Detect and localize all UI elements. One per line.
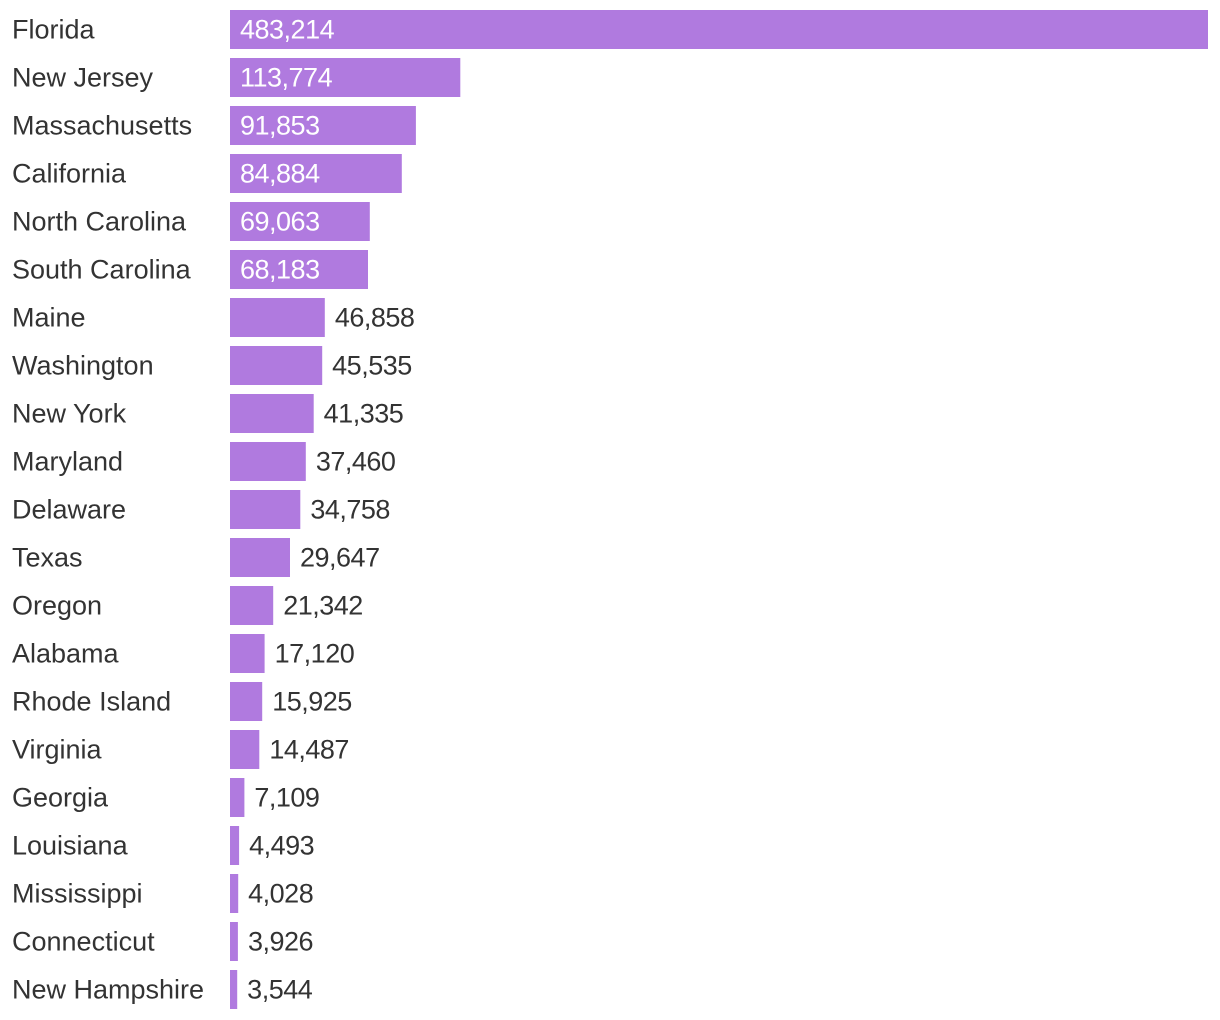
bar-row: Connecticut 3,926 [12, 922, 314, 961]
bar [230, 826, 240, 865]
bar [230, 490, 301, 529]
bar-row: Louisiana 4,493 [12, 826, 315, 865]
value-label: 34,758 [310, 495, 390, 525]
bar [230, 202, 370, 241]
category-label: New Jersey [12, 63, 154, 93]
value-label: 17,120 [275, 639, 355, 669]
value-label: 3,544 [247, 975, 313, 1005]
category-label: Mississippi [12, 879, 143, 909]
bar-row: Delaware 34,758 [12, 490, 390, 529]
value-label: 29,647 [300, 543, 380, 573]
bar [230, 778, 245, 817]
category-label: Washington [12, 351, 154, 381]
value-label: 4,493 [249, 831, 314, 861]
category-label: Connecticut [12, 927, 155, 957]
bar [230, 874, 239, 913]
value-label: 7,109 [254, 783, 319, 813]
value-label: 37,460 [316, 447, 396, 477]
category-label: Delaware [12, 495, 126, 525]
bar-row: Virginia 14,487 [12, 730, 349, 769]
value-label: 483,214 [240, 15, 335, 45]
bar [230, 106, 416, 145]
bar-row: Florida 483,214 [12, 10, 1208, 49]
bar-row: Georgia 7,109 [12, 778, 320, 817]
bar [230, 922, 238, 961]
bar [230, 970, 238, 1009]
bar [230, 10, 1208, 49]
value-label: 91,853 [240, 111, 320, 141]
value-label: 68,183 [240, 255, 320, 285]
value-label: 4,028 [248, 879, 313, 909]
category-label: South Carolina [12, 255, 192, 285]
bar-row: Maine 46,858 [12, 298, 415, 337]
category-label: Louisiana [12, 831, 129, 861]
category-label: New Hampshire [12, 975, 204, 1005]
category-label: Maine [12, 303, 86, 333]
value-label: 14,487 [269, 735, 349, 765]
category-label: Georgia [12, 783, 109, 813]
bar-row: Massachusetts 91,853 [12, 106, 416, 145]
category-label: North Carolina [12, 207, 187, 237]
category-label: Rhode Island [12, 687, 171, 717]
bar-row: Maryland 37,460 [12, 442, 396, 481]
category-label: California [12, 159, 127, 189]
bar [230, 298, 325, 337]
bar-row: Oregon 21,342 [12, 586, 363, 625]
category-label: Maryland [12, 447, 123, 477]
bar [230, 154, 402, 193]
value-label: 15,925 [272, 687, 352, 717]
category-label: Massachusetts [12, 111, 192, 141]
bar [230, 682, 263, 721]
bar-row: New York 41,335 [12, 394, 404, 433]
value-label: 46,858 [335, 303, 415, 333]
bar [230, 346, 323, 385]
bar-row: Texas 29,647 [12, 538, 380, 577]
bars-group: Florida 483,214 New Jersey 113,774 Massachus… [12, 10, 1208, 1009]
value-label: 3,926 [248, 927, 313, 957]
bar [230, 442, 306, 481]
bar-row: North Carolina 69,063 [12, 202, 370, 241]
category-label: Virginia [12, 735, 103, 765]
value-label: 113,774 [240, 63, 333, 93]
category-label: Oregon [12, 591, 102, 621]
bar [230, 394, 314, 433]
category-label: New York [12, 399, 127, 429]
value-label: 69,063 [240, 207, 320, 237]
bar [230, 250, 368, 289]
value-label: 21,342 [283, 591, 363, 621]
bar-row: Rhode Island 15,925 [12, 682, 352, 721]
bar-row: New Jersey 113,774 [12, 58, 461, 97]
bar-row: New Hampshire 3,544 [12, 970, 313, 1009]
category-label: Florida [12, 15, 96, 45]
bar-row: Mississippi 4,028 [12, 874, 314, 913]
value-label: 41,335 [324, 399, 404, 429]
bar [230, 634, 265, 673]
value-label: 84,884 [240, 159, 320, 189]
bar-row: California 84,884 [12, 154, 402, 193]
category-label: Texas [12, 543, 83, 573]
bar-row: South Carolina 68,183 [12, 250, 368, 289]
value-label: 45,535 [332, 351, 412, 381]
bar [230, 730, 260, 769]
bar [230, 586, 274, 625]
category-label: Alabama [12, 639, 120, 669]
bar [230, 58, 461, 97]
bar [230, 538, 290, 577]
bar-row: Alabama 17,120 [12, 634, 355, 673]
bar-row: Washington 45,535 [12, 346, 412, 385]
